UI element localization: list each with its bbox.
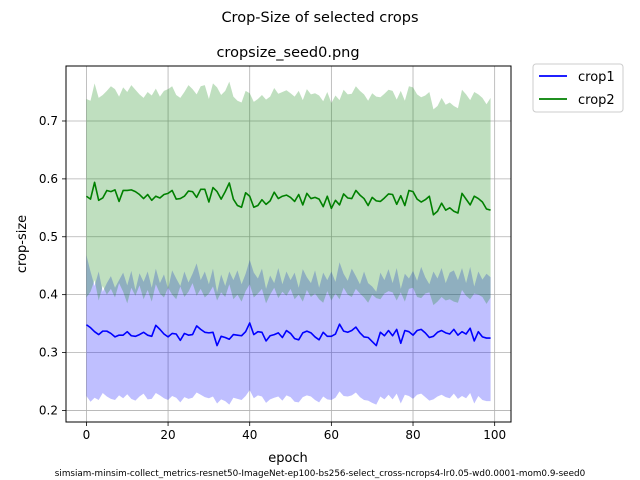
y-tick-label-1: 0.3	[39, 346, 58, 360]
band-crop1	[86, 255, 491, 405]
x-tick-label-1: 20	[160, 428, 175, 442]
chart-title: cropsize_seed0.png	[216, 45, 359, 61]
x-axis-label: epoch	[268, 451, 308, 466]
line-crop2	[85, 181, 491, 216]
plot-area-frame	[65, 65, 512, 423]
legend-label-crop1: crop1	[578, 70, 615, 85]
x-tick-label-2: 40	[242, 428, 257, 442]
y-tick-label-4: 0.6	[39, 172, 58, 186]
y-tick-label-2: 0.4	[39, 288, 58, 302]
series-lines	[85, 181, 491, 347]
confidence-bands	[86, 81, 491, 405]
band-crop2	[86, 81, 491, 306]
line-crop1	[85, 322, 491, 347]
grid	[66, 66, 511, 422]
legend-label-crop2: crop2	[578, 93, 615, 108]
y-axis-ticks: 0.2 0.3 0.4 0.5 0.6 0.7	[39, 114, 66, 417]
y-axis-label: crop-size	[15, 215, 30, 273]
y-tick-label-0: 0.2	[39, 403, 58, 417]
x-tick-label-5: 100	[483, 428, 506, 442]
figure-suptitle: Crop-Size of selected crops	[221, 10, 418, 26]
legend: crop1 crop2	[532, 63, 624, 113]
x-tick-label-0: 0	[83, 428, 91, 442]
y-tick-label-3: 0.5	[39, 230, 58, 244]
x-axis-ticks: 0 20 40 60 80 100	[83, 422, 506, 442]
x-tick-label-4: 80	[405, 428, 420, 442]
figure-footer: simsiam-minsim-collect_metrics-resnet50-…	[55, 469, 586, 479]
x-tick-label-3: 60	[324, 428, 339, 442]
y-tick-label-5: 0.7	[39, 114, 58, 128]
